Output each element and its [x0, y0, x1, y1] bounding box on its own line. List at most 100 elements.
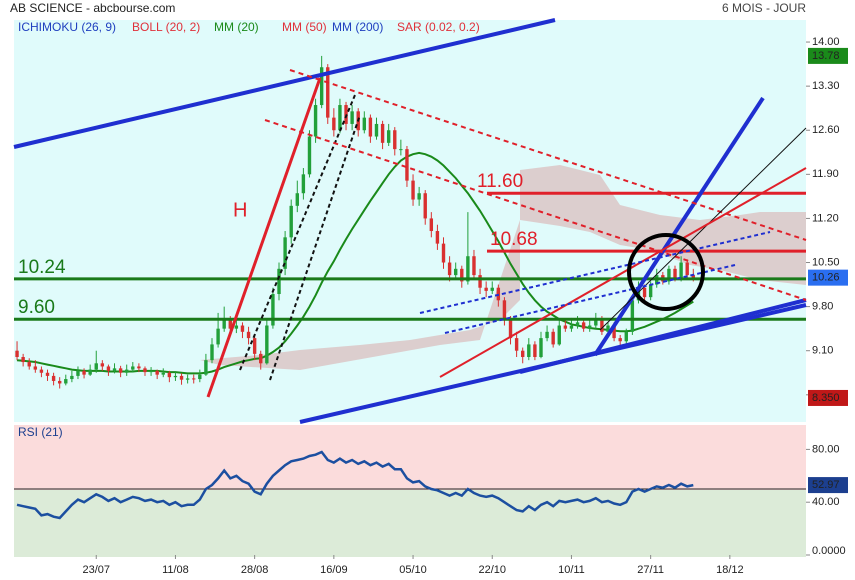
page-title: AB SCIENCE - abcbourse.com: [10, 1, 175, 15]
x-tick-label: 05/10: [399, 564, 427, 576]
candle-body: [271, 294, 275, 326]
candle-body: [240, 325, 245, 332]
candle-body: [210, 344, 214, 361]
candle-body: [234, 325, 239, 329]
legend-entry: BOLL (20, 2): [132, 20, 200, 34]
candle-body: [466, 256, 470, 282]
highlight-circle: [627, 233, 705, 311]
candle-body: [618, 338, 622, 342]
candle-body: [149, 370, 153, 373]
candle-body: [283, 237, 287, 269]
drawings: [13, 18, 807, 424]
y-tick-label: 80.00: [812, 443, 840, 455]
trend-line: [599, 127, 807, 331]
candle-body: [125, 369, 129, 373]
candle-body: [106, 366, 111, 371]
candle-body: [259, 353, 263, 364]
candle-body: [429, 218, 434, 232]
candle-body: [612, 325, 616, 339]
candle-body: [447, 262, 452, 276]
candle-body: [581, 322, 586, 329]
candle-body: [545, 331, 549, 339]
price-badge-label: 8.350: [812, 392, 840, 404]
candle-body: [405, 149, 409, 181]
candle-body: [508, 319, 513, 339]
candle-body: [161, 372, 165, 375]
trend-line: [13, 18, 556, 149]
y-tick-label: 13.30: [812, 80, 840, 92]
candle-body: [307, 136, 312, 175]
y-tick-label: 9.10: [812, 345, 833, 357]
candle-body: [332, 117, 336, 131]
legend-entry: MM (50): [282, 20, 327, 34]
candle-body: [685, 262, 689, 276]
rsi-badge: [808, 477, 848, 494]
legend-entry: MM (20): [214, 20, 259, 34]
level-label: 11.60: [477, 171, 523, 192]
candle-body: [252, 338, 257, 354]
y-tick-label: 9.80: [812, 301, 833, 313]
candle-body: [667, 268, 671, 282]
candle-body: [435, 231, 440, 244]
trend-line: [239, 94, 356, 371]
trend-line: [439, 167, 807, 378]
candle-body: [478, 275, 482, 288]
candle-body: [222, 319, 226, 329]
trend-line: [419, 231, 771, 314]
candle-body: [319, 67, 324, 106]
candle-body: [45, 372, 50, 376]
candle-body: [423, 193, 427, 219]
candle-body: [76, 370, 80, 376]
level-label: 10.68: [490, 229, 538, 250]
candle-body: [642, 287, 647, 298]
candle-body: [33, 366, 38, 370]
y-tick-label: 11.90: [812, 168, 839, 180]
candle-body: [679, 262, 683, 279]
candle-body: [21, 357, 25, 363]
candle-body: [64, 379, 68, 384]
candle-body: [185, 378, 190, 380]
candle-body: [533, 344, 537, 358]
candle-body: [57, 380, 62, 384]
candle-body: [295, 193, 299, 206]
candle-body: [338, 105, 342, 131]
candle-body: [539, 338, 543, 358]
annotation: H: [233, 199, 247, 221]
period: 6 MOIS - JOUR: [722, 1, 806, 15]
price-badge: [808, 269, 848, 286]
candle-body: [606, 325, 610, 332]
candle-body: [27, 362, 31, 367]
price-badge-label: 13.78: [812, 50, 840, 62]
candle-body: [88, 369, 92, 375]
candle-body: [380, 123, 385, 143]
trend-line: [269, 114, 361, 381]
y-tick-label: 0.0000: [812, 545, 846, 557]
candle-body: [521, 350, 525, 358]
candle-body: [557, 325, 561, 345]
x-tick-label: 28/08: [241, 564, 269, 576]
legend-entry: ICHIMOKU (26, 9): [18, 20, 116, 34]
candle-body: [198, 374, 202, 380]
level-label: 9.60: [18, 297, 55, 318]
candle-body: [265, 325, 269, 364]
candle-body: [563, 325, 568, 329]
candle-body: [39, 369, 44, 373]
candle-body: [100, 363, 105, 367]
candle-body: [527, 344, 531, 358]
candle-body: [70, 375, 74, 380]
candle-body: [204, 360, 208, 375]
candle-body: [301, 174, 306, 194]
candle-body: [118, 368, 123, 373]
candle-body: [173, 375, 178, 378]
candle-body: [514, 338, 519, 351]
legend-entry: MM (200): [332, 20, 383, 34]
candle-body: [362, 117, 367, 131]
candle-body: [441, 243, 446, 263]
candle-body: [94, 363, 98, 370]
candle-body: [484, 287, 488, 291]
level-label: 10.24: [18, 257, 66, 278]
x-tick-label: 16/09: [320, 564, 348, 576]
candle-body: [15, 350, 19, 358]
candle-body: [228, 319, 232, 329]
